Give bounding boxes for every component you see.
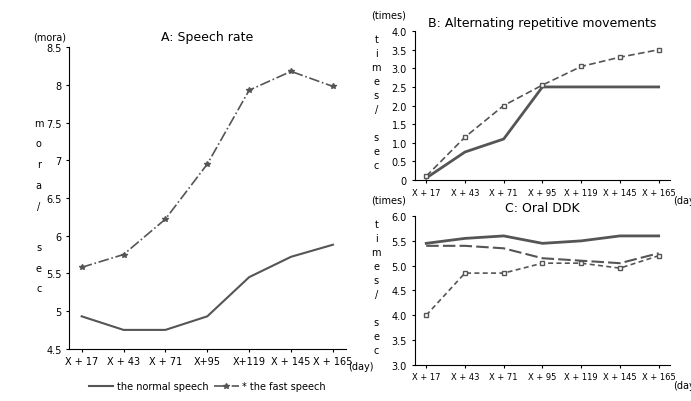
Text: s: s	[374, 91, 379, 101]
Title: A: Speech rate: A: Speech rate	[161, 31, 254, 44]
Text: r: r	[37, 160, 41, 170]
Text: s: s	[374, 133, 379, 143]
Text: (mora): (mora)	[33, 32, 66, 42]
Text: s: s	[374, 317, 379, 327]
Text: t: t	[375, 219, 378, 229]
Text: e: e	[36, 263, 41, 273]
Text: (day): (day)	[673, 195, 691, 205]
Title: B: Alternating repetitive movements: B: Alternating repetitive movements	[428, 16, 656, 30]
Text: c: c	[374, 345, 379, 355]
Text: /: /	[37, 201, 40, 211]
Text: a: a	[36, 180, 41, 190]
Text: s: s	[374, 275, 379, 285]
Text: i: i	[375, 49, 377, 59]
Text: /: /	[375, 289, 378, 299]
Text: e: e	[373, 331, 379, 341]
Title: C: Oral DDK: C: Oral DDK	[505, 201, 580, 214]
Text: c: c	[374, 161, 379, 170]
Text: (day): (day)	[348, 361, 374, 371]
Text: e: e	[373, 147, 379, 156]
Text: t: t	[375, 34, 378, 45]
Text: m: m	[372, 63, 381, 73]
Legend: /pa/, /ta/, =/ka/: /pa/, /ta/, =/ka/	[460, 399, 625, 401]
Text: /: /	[375, 105, 378, 115]
Text: o: o	[36, 139, 41, 149]
Legend: the normal speech, * the fast speech: the normal speech, * the fast speech	[85, 377, 330, 395]
Text: (day): (day)	[673, 380, 691, 390]
Legend: the protrusion and retreat of tongue, the left and right of tongue: the protrusion and retreat of tongue, th…	[436, 220, 649, 253]
Text: (times): (times)	[371, 10, 406, 20]
Text: i: i	[375, 233, 377, 243]
Text: e: e	[373, 77, 379, 87]
Text: m: m	[34, 118, 44, 128]
Text: c: c	[36, 284, 41, 294]
Text: m: m	[372, 247, 381, 257]
Text: e: e	[373, 261, 379, 271]
Text: s: s	[36, 242, 41, 252]
Text: (times): (times)	[371, 195, 406, 205]
